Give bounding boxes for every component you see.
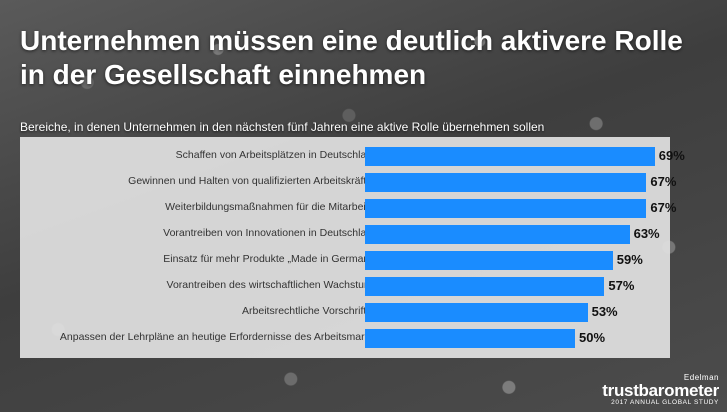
bar bbox=[365, 147, 655, 166]
bar bbox=[365, 199, 647, 218]
category-label: Einsatz für mehr Produkte „Made in Germa… bbox=[163, 253, 378, 265]
bar bbox=[365, 251, 613, 270]
category-label: Vorantreiben des wirtschaftlichen Wachst… bbox=[166, 279, 378, 291]
bar bbox=[365, 303, 588, 322]
trustbarometer-logo: Edelman trustbarometer 2017 ANNUAL GLOBA… bbox=[602, 373, 719, 406]
category-label: Schaffen von Arbeitsplätzen in Deutschla… bbox=[175, 149, 378, 161]
value-label: 63% bbox=[633, 226, 660, 241]
value-label: 67% bbox=[650, 174, 677, 189]
category-label: Arbeitsrechtliche Vorschriften bbox=[242, 305, 378, 317]
bar-row: Anpassen der Lehrpläne an heutige Erford… bbox=[20, 325, 670, 351]
bar-row: Einsatz für mehr Produkte „Made in Germa… bbox=[20, 247, 670, 273]
bar-row: Schaffen von Arbeitsplätzen in Deutschla… bbox=[20, 143, 685, 169]
bar bbox=[365, 225, 630, 244]
category-label: Gewinnen und Halten von qualifizierten A… bbox=[128, 175, 378, 187]
value-label: 67% bbox=[650, 200, 677, 215]
category-label: Vorantreiben von Innovationen in Deutsch… bbox=[163, 227, 378, 239]
bar bbox=[365, 277, 605, 296]
category-label: Weiterbildungsmaßnahmen für die Mitarbei… bbox=[165, 201, 378, 213]
bar bbox=[365, 173, 647, 192]
chart-panel: Schaffen von Arbeitsplätzen in Deutschla… bbox=[20, 137, 685, 358]
bar-row: Gewinnen und Halten von qualifizierten A… bbox=[20, 169, 676, 195]
value-label: 57% bbox=[608, 278, 635, 293]
value-label: 50% bbox=[579, 330, 606, 345]
logo-sub: 2017 ANNUAL GLOBAL STUDY bbox=[611, 399, 719, 406]
value-label: 53% bbox=[591, 304, 618, 319]
bar-row: Vorantreiben von Innovationen in Deutsch… bbox=[20, 221, 670, 247]
value-label: 69% bbox=[658, 148, 685, 163]
bar-row: Weiterbildungsmaßnahmen für die Mitarbei… bbox=[20, 195, 676, 221]
category-label: Anpassen der Lehrpläne an heutige Erford… bbox=[59, 331, 378, 343]
page-title: Unternehmen müssen eine deutlich aktiver… bbox=[20, 25, 683, 90]
value-label: 59% bbox=[616, 252, 643, 267]
bar-row: Arbeitsrechtliche Vorschriften 53% bbox=[20, 299, 670, 325]
bar-row: Vorantreiben des wirtschaftlichen Wachst… bbox=[20, 273, 670, 299]
logo-name: trustbarometer bbox=[602, 381, 719, 400]
logo-brand: Edelman bbox=[683, 373, 719, 382]
bar bbox=[365, 329, 575, 348]
bar-chart: Schaffen von Arbeitsplätzen in Deutschla… bbox=[20, 143, 685, 351]
chart-subtitle: Bereiche, in denen Unternehmen in den nä… bbox=[20, 120, 545, 134]
